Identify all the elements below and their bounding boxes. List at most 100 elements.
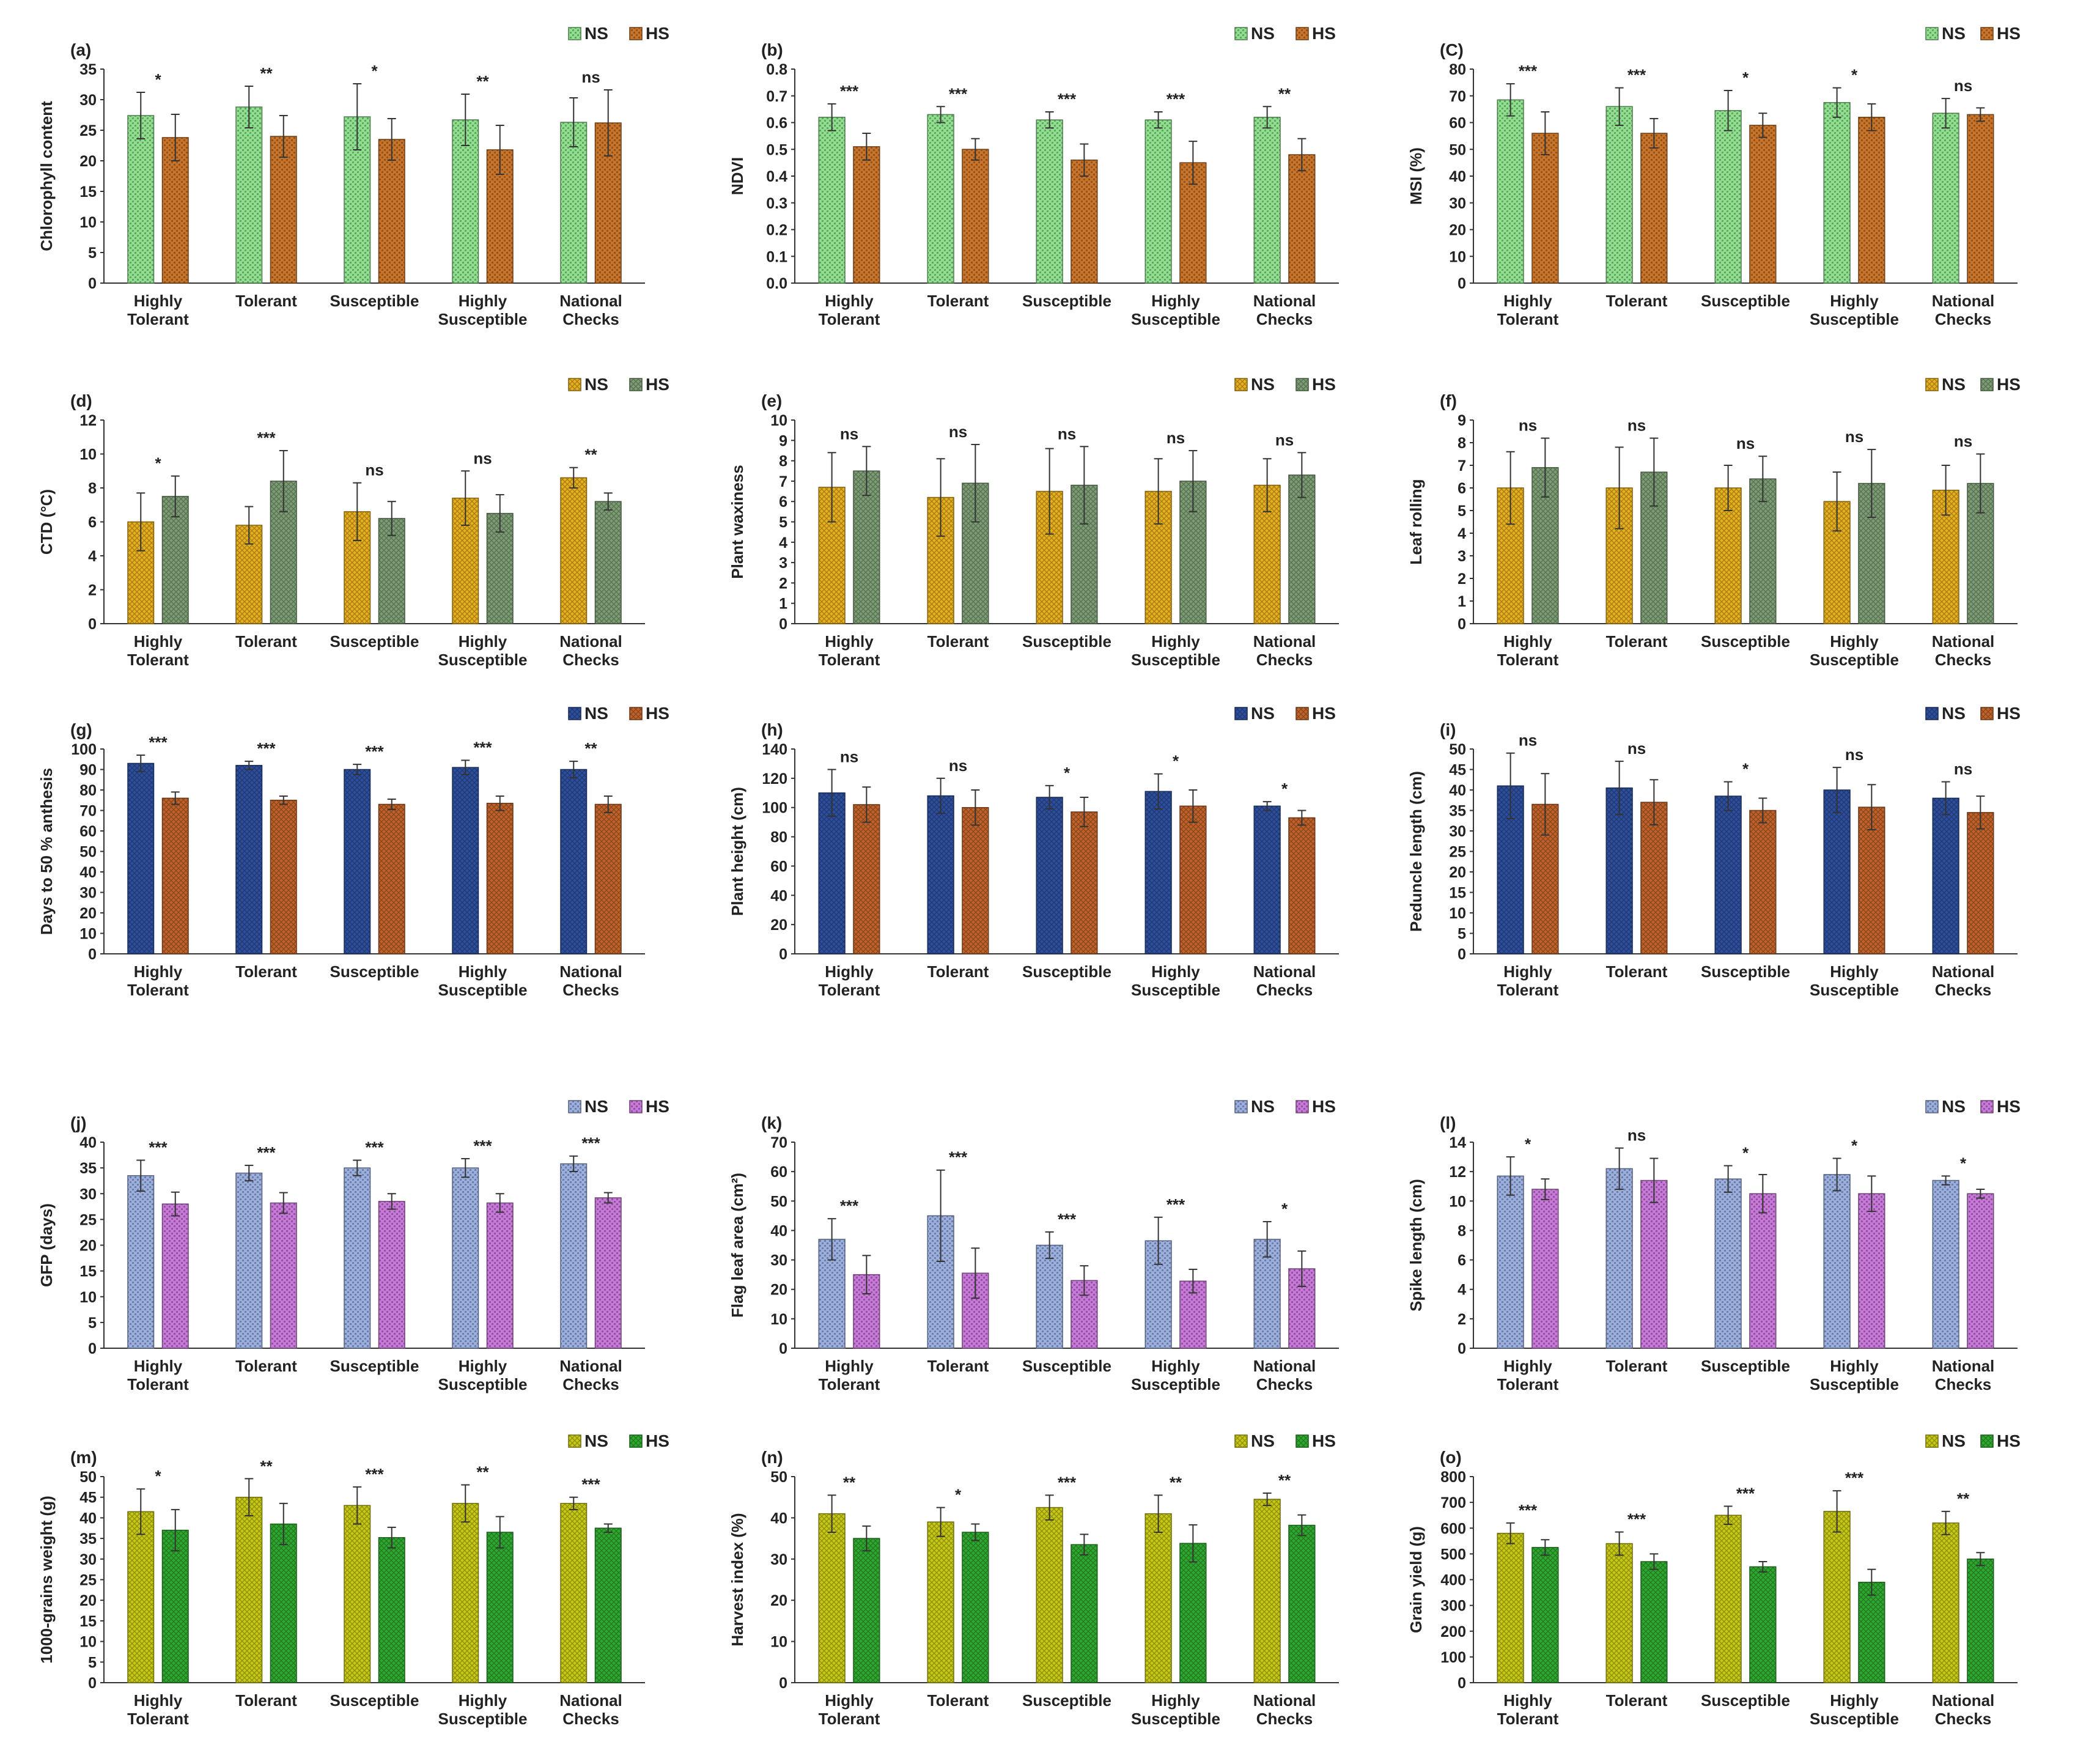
y-axis-label: Chlorophyll content — [37, 101, 56, 251]
bar-ns — [344, 1167, 371, 1349]
y-tick-label: 30 — [770, 1252, 787, 1269]
x-tick-label: Highly — [134, 292, 183, 310]
bar-hs — [1967, 1559, 1994, 1683]
y-tick-label: 0.1 — [766, 248, 787, 265]
bar-ns — [927, 795, 954, 954]
significance-label: *** — [1058, 90, 1077, 108]
legend-label-hs: HS — [646, 1097, 669, 1116]
bar-hs — [1749, 478, 1777, 624]
significance-label: *** — [1058, 1210, 1077, 1228]
significance-label: *** — [1736, 1484, 1755, 1502]
y-tick-label: 8 — [88, 480, 97, 497]
y-tick-label: 50 — [1449, 141, 1466, 158]
x-tick-label: Tolerant — [127, 310, 189, 328]
y-tick-label: 10 — [79, 926, 97, 943]
legend-label-ns: NS — [584, 1097, 608, 1116]
bar-hs — [853, 146, 880, 284]
bar-hs — [962, 149, 989, 284]
bar-ns — [1932, 1522, 1959, 1683]
y-tick-label: 35 — [79, 61, 97, 78]
x-tick-label: Highly — [1151, 292, 1200, 310]
y-tick-label: 80 — [79, 782, 97, 799]
x-tick-label: National — [559, 962, 622, 981]
x-tick-label: Tolerant — [235, 632, 297, 651]
y-tick-label: 0 — [88, 275, 97, 292]
y-tick-label: 800 — [1440, 1469, 1466, 1486]
y-tick-label: 9 — [1458, 412, 1466, 429]
legend-swatch-ns — [1925, 378, 1939, 391]
bar-ns — [1823, 101, 1851, 284]
chart-panel-o: (o) 0 100 200 300 400 500 600 700 800 Grain yield … — [1407, 1431, 2021, 1728]
x-tick-label: Checks — [562, 1375, 619, 1393]
bar-hs — [962, 1532, 989, 1683]
legend-label-ns: NS — [1251, 375, 1275, 394]
legend-swatch-ns — [568, 1434, 581, 1448]
panel-label: (o) — [1440, 1448, 1462, 1467]
y-tick-label: 700 — [1440, 1494, 1466, 1511]
significance-label: ns — [1736, 434, 1755, 452]
y-tick-label: 0 — [779, 1675, 787, 1692]
bar-ns — [1714, 1515, 1742, 1683]
y-tick-label: 45 — [79, 1489, 97, 1507]
bar-hs — [1288, 1524, 1316, 1683]
significance-label: ** — [476, 72, 489, 90]
y-tick-label: 5 — [88, 1654, 97, 1671]
bar-hs — [1531, 1547, 1559, 1683]
significance-label: ns — [1954, 76, 1972, 95]
y-tick-label: 50 — [79, 844, 97, 861]
y-tick-label: 0 — [1458, 275, 1466, 292]
y-tick-label: 0 — [88, 1340, 97, 1357]
bar-hs — [161, 797, 189, 954]
significance-label: *** — [581, 1134, 600, 1153]
significance-label: *** — [365, 742, 384, 761]
y-tick-label: 0.6 — [766, 115, 787, 132]
y-tick-label: 400 — [1440, 1572, 1466, 1589]
x-tick-label: Tolerant — [235, 1357, 297, 1375]
significance-label: ns — [473, 449, 492, 467]
bar-ns — [1036, 1244, 1063, 1349]
bar-hs — [594, 501, 622, 624]
x-tick-label: Susceptible — [1131, 651, 1220, 669]
bar-ns — [344, 769, 371, 954]
bar-hs — [1967, 812, 1994, 954]
y-axis-label: GFP (days) — [37, 1203, 56, 1287]
x-tick-label: National — [1253, 1357, 1316, 1375]
bar-ns — [235, 106, 263, 284]
bar-ns — [344, 1505, 371, 1683]
x-tick-label: Susceptible — [438, 1375, 528, 1393]
y-axis-label: NDVI — [728, 157, 746, 195]
y-axis-label: Leaf rolling — [1407, 479, 1425, 564]
x-tick-label: Checks — [1935, 1710, 1992, 1728]
legend-swatch-hs — [1295, 1434, 1309, 1448]
bar-ns — [1253, 117, 1281, 284]
bar-hs — [486, 803, 514, 954]
x-tick-label: Highly — [1503, 292, 1552, 310]
y-tick-label: 0.3 — [766, 195, 787, 212]
bar-ns — [1144, 1513, 1172, 1683]
y-tick-label: 600 — [1440, 1520, 1466, 1537]
y-axis-label: CTD (°C) — [37, 489, 56, 555]
y-axis-label: Days to 50 % anthesis — [37, 768, 56, 935]
significance-label: * — [1525, 1135, 1531, 1153]
y-tick-label: 20 — [770, 1282, 787, 1299]
bar-hs — [594, 803, 622, 954]
bar-hs — [270, 1523, 297, 1683]
y-tick-label: 5 — [88, 1315, 97, 1332]
panel-label: (a) — [70, 40, 91, 59]
x-tick-label: Susceptible — [330, 1691, 419, 1710]
x-tick-label: Tolerant — [127, 1375, 189, 1393]
y-tick-label: 15 — [79, 183, 97, 201]
bar-ns — [818, 1513, 846, 1683]
y-tick-label: 35 — [1449, 803, 1466, 820]
bar-hs — [378, 139, 405, 284]
legend-label-hs: HS — [1312, 24, 1336, 43]
legend-label-hs: HS — [646, 375, 669, 394]
y-tick-label: 5 — [1458, 926, 1466, 943]
y-tick-label: 50 — [1449, 741, 1466, 758]
x-tick-label: National — [1932, 1691, 1995, 1710]
x-tick-label: Tolerant — [1497, 1375, 1559, 1393]
significance-label: *** — [581, 1475, 600, 1494]
